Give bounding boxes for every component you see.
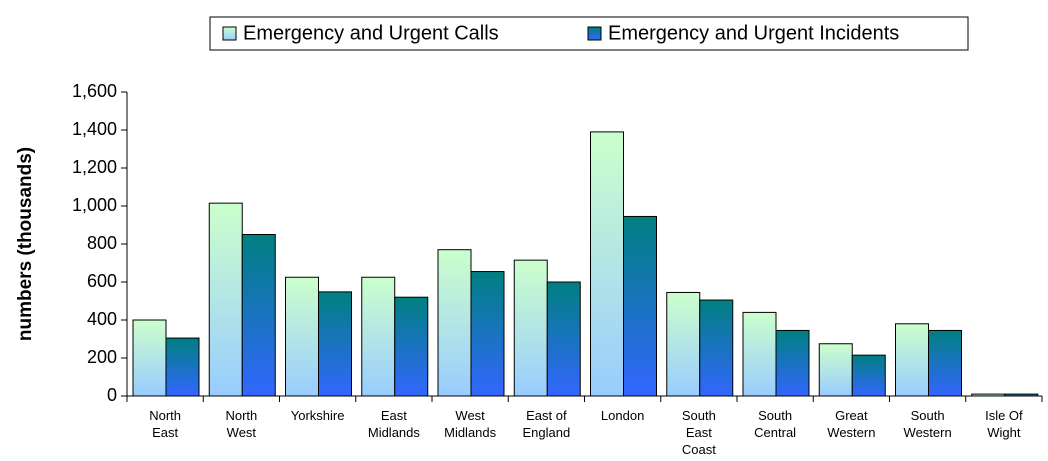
x-tick-label: West Midlands (444, 408, 497, 440)
y-tick-label: 1,400 (72, 119, 117, 139)
bar (1004, 393, 1039, 397)
y-tick-label: 1,000 (72, 195, 117, 215)
bar (361, 276, 396, 397)
bar (285, 276, 319, 397)
bar (971, 393, 1006, 397)
y-tick-label: 1,200 (72, 157, 117, 177)
bar (394, 296, 429, 397)
bar (437, 249, 472, 397)
bar (851, 354, 886, 397)
y-tick-label: 1,600 (72, 81, 117, 101)
y-axis-title: numbers (thousands) (15, 147, 36, 341)
bar (208, 202, 243, 397)
y-tick-label: 400 (87, 309, 117, 329)
bar (818, 343, 853, 397)
bar (928, 329, 962, 397)
bar (742, 311, 777, 397)
bar (623, 215, 657, 397)
y-tick-label: 600 (87, 271, 117, 291)
legend-swatch (222, 26, 237, 41)
legend-swatch (587, 26, 602, 41)
x-tick-label: South Central (754, 408, 796, 440)
bar (165, 337, 200, 397)
y-tick-label: 0 (107, 385, 117, 405)
x-tick-label: South Western (904, 408, 952, 440)
bar (895, 323, 929, 397)
x-tick-label: Yorkshire (291, 408, 345, 423)
x-tick-label: Great Western (827, 408, 875, 440)
bar (470, 271, 505, 397)
bar (775, 329, 810, 397)
x-tick-label: South East Coast (682, 408, 716, 457)
bar (132, 319, 167, 397)
y-tick-label: 800 (87, 233, 117, 253)
bar (546, 281, 581, 397)
y-tick-label: 200 (87, 347, 117, 367)
x-tick-label: Isle Of Wight (985, 408, 1023, 440)
bar (241, 234, 276, 397)
bar (590, 131, 624, 397)
bar (318, 291, 352, 397)
bar (666, 291, 701, 397)
legend-label: Emergency and Urgent Incidents (608, 22, 899, 44)
x-tick-label: East of England (523, 408, 571, 440)
bar (513, 259, 548, 397)
x-tick-label: North East (149, 408, 181, 440)
x-tick-label: East Midlands (368, 408, 421, 440)
legend-label: Emergency and Urgent Calls (243, 22, 499, 44)
bar (699, 299, 734, 397)
x-tick-label: North West (225, 408, 257, 440)
x-tick-label: London (601, 408, 644, 423)
